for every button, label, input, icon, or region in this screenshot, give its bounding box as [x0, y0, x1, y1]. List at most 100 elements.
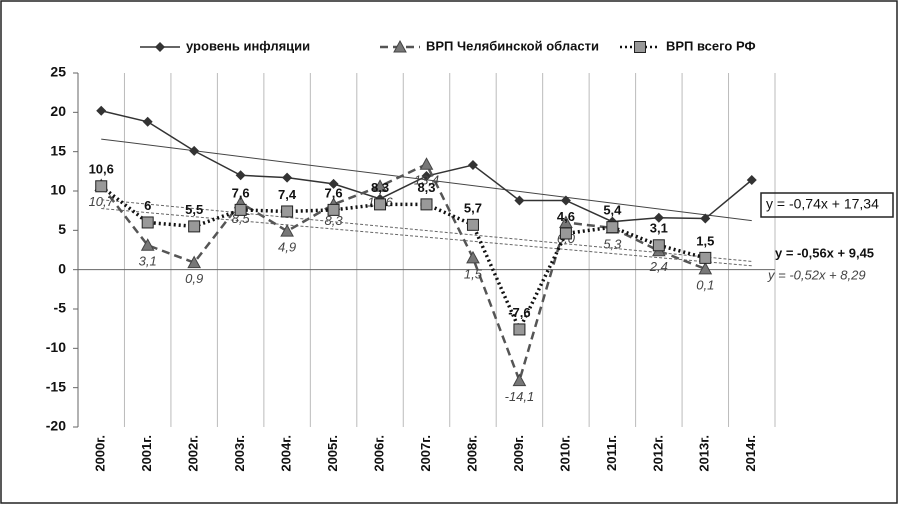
- point: [698, 261, 713, 275]
- y-tick-label: 0: [58, 260, 66, 276]
- series-line: [100, 162, 706, 385]
- x-tick-label: 2001г.: [139, 435, 154, 472]
- point: [280, 224, 294, 237]
- data-label: 8,3: [417, 180, 435, 195]
- point: [699, 251, 712, 264]
- point: [281, 205, 294, 218]
- x-tick-label: 2006г.: [371, 435, 386, 472]
- y-tick-label: -20: [46, 418, 66, 434]
- point: [95, 180, 108, 193]
- point: [606, 221, 619, 234]
- y-tick-label: 25: [50, 64, 66, 80]
- point: [96, 105, 107, 116]
- y-tick-label: -10: [46, 339, 66, 355]
- point: [466, 218, 479, 231]
- x-tick-label: 2007г.: [418, 435, 433, 472]
- x-tick-label: 2000г.: [93, 435, 108, 472]
- point: [419, 157, 434, 170]
- point: [142, 116, 153, 127]
- x-tick-label: 2004г.: [279, 435, 294, 472]
- point: [560, 195, 571, 206]
- data-label: 5,4: [603, 203, 622, 218]
- x-tick-label: 2013г.: [697, 435, 712, 472]
- point: [421, 171, 432, 182]
- data-label: -7,6: [508, 305, 530, 320]
- data-label: 1,5: [464, 266, 483, 281]
- point: [235, 170, 246, 181]
- point: [559, 215, 573, 228]
- x-tick-label: 2002г.: [186, 435, 201, 472]
- x-tick-label: 2010г.: [557, 435, 572, 472]
- data-label: -14,1: [505, 389, 535, 404]
- point: [513, 323, 526, 336]
- point: [514, 195, 525, 206]
- point: [374, 198, 387, 211]
- data-label: 7,6: [325, 185, 343, 200]
- point: [188, 220, 201, 233]
- data-label: 10,7: [89, 194, 115, 209]
- data-label: 8,3: [371, 180, 389, 195]
- data-label: 7,4: [278, 187, 297, 202]
- y-tick-label: 10: [50, 182, 66, 198]
- data-label: 3,1: [650, 221, 668, 236]
- x-tick-label: 2012г.: [650, 435, 665, 472]
- point: [746, 174, 757, 185]
- point: [652, 239, 665, 252]
- x-tick-label: 2003г.: [232, 435, 247, 472]
- legend-marker: [155, 42, 165, 52]
- data-label: 0,1: [696, 277, 714, 292]
- y-tick-label: 20: [50, 103, 66, 119]
- point: [467, 160, 478, 171]
- point: [141, 216, 154, 229]
- y-tick-label: -5: [54, 300, 67, 316]
- data-label: 8,3: [325, 213, 344, 228]
- trendline: [101, 208, 752, 267]
- point: [373, 179, 387, 192]
- data-label: 5,3: [603, 236, 622, 251]
- point: [559, 227, 572, 240]
- data-label: 3,1: [139, 254, 157, 269]
- point: [189, 145, 200, 156]
- data-label: 5,5: [185, 202, 203, 217]
- point: [234, 203, 247, 216]
- data-label: 7,6: [232, 185, 250, 200]
- data-label: 2,4: [649, 259, 668, 274]
- data-label: 4,6: [557, 209, 575, 224]
- point: [282, 172, 293, 183]
- point: [653, 212, 664, 223]
- trendline: [101, 199, 752, 262]
- y-tick-label: 15: [50, 142, 66, 158]
- data-label: 4,9: [278, 240, 296, 255]
- data-label: 5,7: [464, 200, 482, 215]
- x-tick-label: 2008г.: [464, 435, 479, 472]
- point: [466, 250, 480, 264]
- point: [512, 373, 527, 387]
- point: [328, 178, 339, 189]
- trendline-equation: y = -0,52x + 8,29: [767, 267, 866, 282]
- data-label: 6: [144, 198, 151, 213]
- x-tick-label: 2009г.: [511, 435, 526, 472]
- x-tick-label: 2011г.: [604, 435, 619, 471]
- data-label: 1,5: [696, 233, 714, 248]
- point: [187, 255, 202, 269]
- x-tick-label: 2014г.: [743, 435, 758, 472]
- point: [140, 238, 155, 251]
- data-label: 10,6: [89, 162, 114, 177]
- legend-label: уровень инфляции: [186, 38, 310, 53]
- legend-label: ВРП Челябинской области: [426, 38, 599, 53]
- legend-label: ВРП всего РФ: [666, 38, 756, 53]
- legend-marker: [393, 39, 407, 53]
- point: [420, 198, 433, 211]
- y-tick-label: -15: [46, 378, 66, 394]
- legend-marker: [634, 41, 646, 53]
- x-tick-label: 2005г.: [325, 435, 340, 472]
- data-label: 13,4: [414, 173, 439, 188]
- data-label: 0,9: [185, 271, 203, 286]
- trendline-equation: y = -0,56x + 9,45: [775, 245, 874, 260]
- equation-box: [760, 192, 894, 218]
- point: [700, 213, 711, 224]
- point: [327, 203, 340, 216]
- trendline-equation: y = -0,74x + 17,34: [766, 196, 879, 212]
